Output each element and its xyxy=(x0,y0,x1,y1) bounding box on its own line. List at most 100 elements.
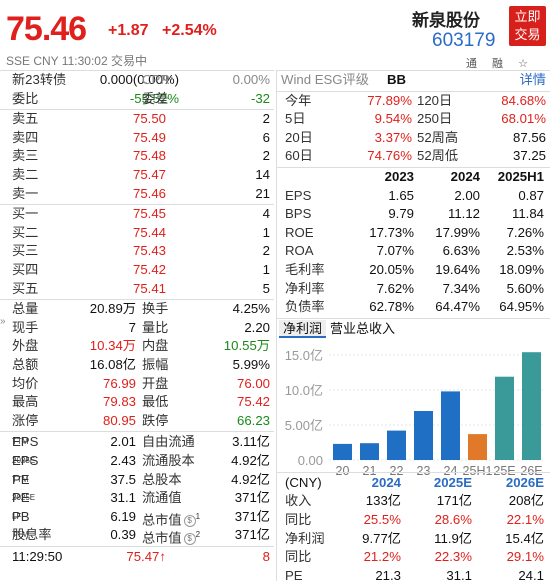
fin-year-header: 2023 xyxy=(384,169,414,184)
bar-22[interactable] xyxy=(387,430,406,460)
fin-row: 毛利率 20.05% 19.64% 18.09% xyxy=(277,261,550,280)
bar-25E[interactable] xyxy=(495,376,514,460)
esg-detail-link[interactable]: 详情 xyxy=(519,72,546,87)
fin-value: 64.47% xyxy=(435,299,480,315)
ask-level[interactable]: 卖三 75.48 2 xyxy=(0,147,274,166)
fin-label: ROA xyxy=(285,243,314,259)
tick-price: 75.47↑ xyxy=(126,548,166,567)
forecast-header-row: (CNY) 2024 2025E 2026E xyxy=(277,474,550,493)
ask-level[interactable]: 卖五 75.50 2 xyxy=(0,110,274,129)
stat-label2: 最低 xyxy=(142,394,169,410)
bar-26E[interactable] xyxy=(522,351,541,460)
bid-level[interactable]: 买一 75.45 4 xyxy=(0,205,274,224)
forecast-label: PE xyxy=(285,567,303,583)
perf-label: 60日 xyxy=(285,148,313,164)
bid-level[interactable]: 买二 75.44 1 xyxy=(0,224,274,243)
bid-level[interactable]: 买三 75.43 2 xyxy=(0,242,274,261)
info-circle-icon[interactable]: $ xyxy=(183,533,196,546)
fund-label-text: PB xyxy=(12,508,30,524)
x-tick-label: 20 xyxy=(336,464,350,478)
forecast-value: 171亿 xyxy=(436,493,472,509)
stat-value: 7 xyxy=(128,319,136,335)
fin-value: 7.34% xyxy=(442,280,480,296)
perf-label2: 250日 xyxy=(417,111,453,127)
bid-level[interactable]: 买五 75.41 5 xyxy=(0,280,274,299)
fund-label2-text: 自由流通 xyxy=(142,434,195,450)
collapse-arrow-icon[interactable]: » xyxy=(0,316,6,327)
divider xyxy=(0,204,274,206)
x-tick-label: 23 xyxy=(417,464,431,478)
info-label: 新23转债 xyxy=(12,72,67,87)
fin-value: 7.26% xyxy=(506,224,544,240)
last-tick-row: 11:29:50 75.47↑ 8 xyxy=(0,548,274,567)
stat-row: 总量 20.89万 换手 4.25% xyxy=(0,300,274,319)
tab-revenue[interactable]: 营业总收入 xyxy=(330,320,396,336)
ask-level[interactable]: 卖二 75.47 14 xyxy=(0,166,274,185)
bid-level[interactable]: 买四 75.42 1 xyxy=(0,261,274,280)
fund-label2: 流通股本 xyxy=(142,452,195,471)
esg-rating: BB xyxy=(387,72,407,87)
divider xyxy=(277,471,550,473)
info-row: 委比 -55.52% 委差 -32 xyxy=(0,90,274,109)
stat-label2: 换手 xyxy=(142,301,169,317)
fundamental-row: 股息率 TTM 0.39 总市值 $2 371亿 xyxy=(0,526,274,545)
y-tick-label: 15.0亿 xyxy=(285,348,323,363)
price-change: +1.87 xyxy=(108,22,149,39)
fin-value: 20.05% xyxy=(369,262,414,277)
fund-label2-text: 总股本 xyxy=(142,471,182,487)
fund-label-text: EPS xyxy=(12,434,39,450)
fund-label-text: PE xyxy=(12,471,30,487)
level-price: 75.48 xyxy=(132,148,166,164)
info-circle-icon[interactable]: $ xyxy=(183,514,196,527)
level-volume: 6 xyxy=(262,129,270,145)
stat-row: 涨停 80.95 跌停 66.23 xyxy=(0,412,274,431)
stat-label2: 开盘 xyxy=(142,375,169,391)
level-label: 买三 xyxy=(12,243,39,259)
forecast-year-header: 2024 xyxy=(371,474,401,490)
divider xyxy=(0,431,274,433)
forecast-value: 24.1 xyxy=(518,567,544,583)
level-label: 卖四 xyxy=(12,129,39,145)
fund-label2: 自由流通 xyxy=(142,433,195,452)
fin-row: BPS 9.79 11.12 11.84 xyxy=(277,205,550,224)
forecast-value: 9.77亿 xyxy=(362,530,401,546)
bar-23[interactable] xyxy=(414,410,433,460)
chart-tabs: 净利润 营业总收入 xyxy=(279,319,399,338)
level-price: 75.45 xyxy=(132,206,166,222)
x-tick-label: 21 xyxy=(363,464,377,478)
stat-value: 76.99 xyxy=(102,375,136,391)
forecast-value: 11.9亿 xyxy=(434,530,472,546)
level-label: 卖一 xyxy=(12,185,39,201)
stat-value: 20.89万 xyxy=(89,301,136,317)
fund-value2: 371亿 xyxy=(234,490,270,506)
info-label2: CPR: xyxy=(142,72,174,87)
bar-21[interactable] xyxy=(360,442,379,460)
perf-label2: 52周高 xyxy=(417,129,459,145)
bar-24[interactable] xyxy=(441,391,460,460)
trade-now-button[interactable]: 立即 交易 xyxy=(509,6,546,46)
stat-value2: 76.00 xyxy=(236,375,270,391)
header-icons[interactable]: 通 融 ☆ xyxy=(466,58,534,70)
fund-label2: 总市值 $1 xyxy=(142,508,200,530)
level-volume: 2 xyxy=(262,148,270,164)
ask-level[interactable]: 卖四 75.49 6 xyxy=(0,129,274,148)
perf-row: 今年 77.89% 120日 84.68% xyxy=(277,92,550,111)
fund-label2: 流通值 xyxy=(142,489,182,508)
level-label: 买四 xyxy=(12,262,39,277)
fund-value: 0.39 xyxy=(110,527,136,543)
fund-value2: 3.11亿 xyxy=(232,434,270,450)
stat-value2: 75.42 xyxy=(236,394,270,410)
level-label: 卖三 xyxy=(12,148,39,164)
forecast-year-header: 2025E xyxy=(433,474,472,490)
tab-net-profit[interactable]: 净利润 xyxy=(279,319,327,338)
bar-25H1[interactable] xyxy=(468,433,487,460)
forecast-label: 净利润 xyxy=(285,530,325,546)
fund-value: 31.1 xyxy=(110,490,136,506)
fund-label2: 总市值 $2 xyxy=(142,526,200,548)
perf-value2: 84.68% xyxy=(501,92,546,108)
level-volume: 1 xyxy=(262,224,270,240)
fund-label-sup: 2025E xyxy=(12,493,36,503)
bar-20[interactable] xyxy=(333,443,352,460)
fin-value: 7.62% xyxy=(376,280,414,296)
ask-level[interactable]: 卖一 75.46 21 xyxy=(0,185,274,204)
